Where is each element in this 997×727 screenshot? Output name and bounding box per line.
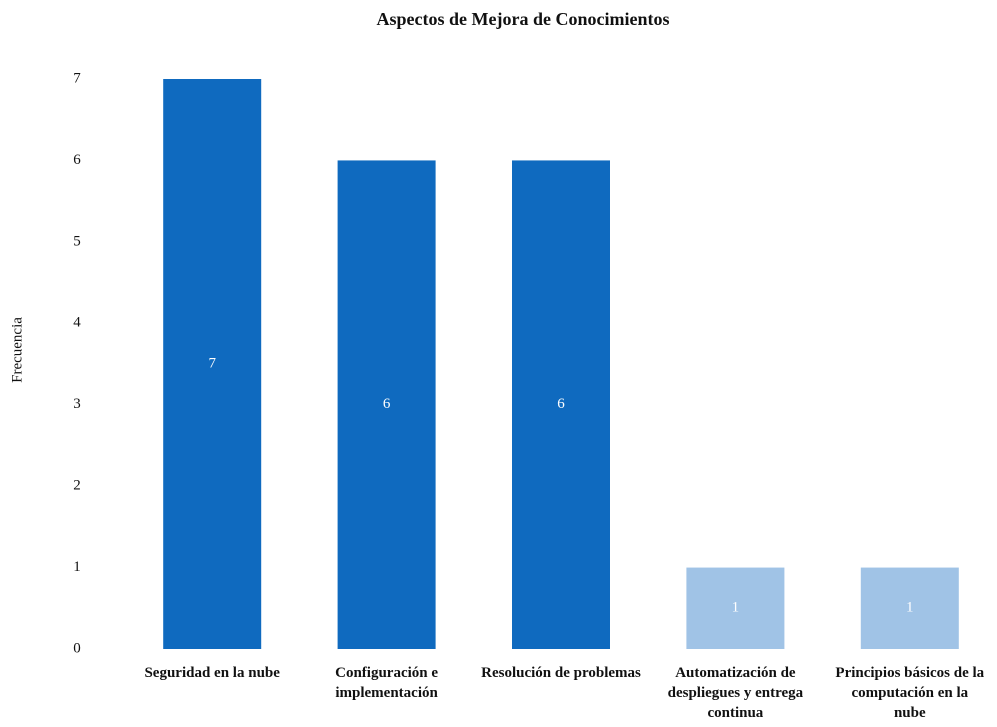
y-tick-label: 0 — [73, 640, 81, 656]
y-tick-label: 1 — [73, 559, 81, 575]
data-label: 1 — [732, 600, 740, 616]
y-tick-label: 5 — [73, 233, 81, 249]
data-label: 6 — [557, 396, 565, 412]
y-tick-label: 7 — [73, 70, 81, 86]
x-tick-label: Resolución de problemas — [481, 665, 641, 681]
bar — [860, 567, 959, 649]
y-tick-label: 4 — [73, 315, 81, 331]
chart-title: Aspectos de Mejora de Conocimientos — [377, 9, 670, 29]
bar — [686, 567, 785, 649]
bar — [163, 79, 262, 649]
y-axis-label: Frecuencia — [9, 317, 25, 383]
x-tick-label: Automatización de despliegues y entrega … — [667, 665, 804, 721]
y-tick-label: 3 — [73, 396, 81, 412]
y-tick-label: 2 — [73, 478, 81, 494]
data-label: 7 — [208, 355, 216, 371]
x-tick-label: Configuración e implementación — [335, 665, 439, 701]
data-label: 6 — [383, 396, 391, 412]
data-label: 1 — [906, 600, 914, 616]
y-tick-label: 6 — [73, 152, 81, 168]
x-tick-label: Principios básicos de la computación en … — [835, 665, 985, 721]
bar — [512, 160, 610, 649]
x-tick-label: Seguridad en la nube — [144, 665, 280, 681]
bar — [337, 160, 436, 649]
